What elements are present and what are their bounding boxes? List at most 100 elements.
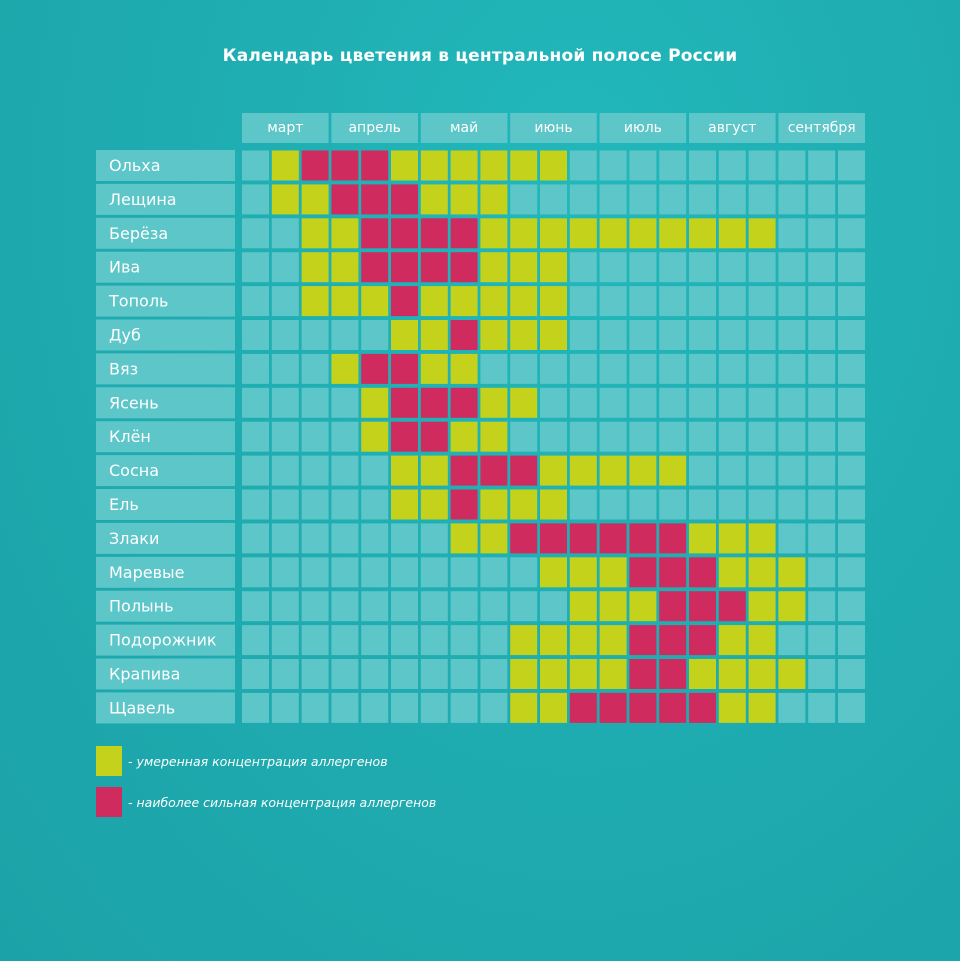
- heatmap-cell: [838, 353, 865, 384]
- row-label: Тополь: [108, 292, 168, 311]
- heatmap-cell: [420, 320, 448, 350]
- heatmap-cell: [331, 455, 359, 486]
- row-label: Вяз: [109, 359, 138, 378]
- heatmap-cell: [569, 591, 597, 622]
- heatmap-cell: [331, 252, 359, 283]
- heatmap-cell: [420, 286, 448, 317]
- heatmap-cell: [659, 184, 687, 215]
- heatmap-cell: [301, 218, 329, 249]
- heatmap-cell: [331, 184, 359, 215]
- heatmap-cell: [391, 625, 418, 656]
- heatmap-cell: [718, 591, 746, 622]
- heatmap-cell: [510, 252, 538, 283]
- heatmap-cell: [271, 523, 299, 554]
- heatmap-cell: [450, 557, 478, 588]
- heatmap-cell: [361, 184, 389, 215]
- row-label: Клён: [109, 427, 151, 446]
- heatmap-cell: [450, 625, 478, 656]
- heatmap-cell: [271, 659, 299, 689]
- heatmap-cell: [659, 286, 687, 317]
- heatmap-cell: [420, 692, 448, 723]
- heatmap-cell: [629, 523, 657, 554]
- heatmap-cell: [331, 150, 359, 181]
- heatmap-cell: [599, 421, 627, 452]
- heatmap-cell: [629, 286, 657, 317]
- heatmap-cell: [391, 184, 418, 215]
- heatmap-cell: [629, 184, 657, 215]
- row-label: Лещина: [109, 190, 177, 209]
- heatmap-cell: [510, 387, 538, 418]
- heatmap-cell: [569, 184, 597, 215]
- heatmap-cell: [689, 523, 716, 554]
- heatmap-cell: [838, 184, 865, 215]
- month-header: [599, 113, 687, 143]
- heatmap-cell: [569, 421, 597, 452]
- heatmap-cell: [778, 625, 806, 656]
- heatmap-cell: [391, 387, 418, 418]
- heatmap-cell: [599, 659, 627, 689]
- heatmap-cell: [629, 659, 657, 689]
- heatmap-cell: [361, 692, 389, 723]
- heatmap-cell: [748, 625, 776, 656]
- heatmap-cell: [778, 150, 806, 181]
- heatmap-cell: [361, 523, 389, 554]
- heatmap-cell: [689, 692, 716, 723]
- heatmap-cell: [301, 353, 329, 384]
- heatmap-cell: [689, 150, 716, 181]
- heatmap-cell: [301, 387, 329, 418]
- legend-label-moderate: - умеренная концентрация аллергенов: [128, 753, 388, 769]
- heatmap-cell: [480, 591, 508, 622]
- month-header-label: июнь: [534, 120, 572, 136]
- heatmap-cell: [540, 184, 567, 215]
- heatmap-cell: [718, 218, 746, 249]
- heatmap-cell: [569, 286, 597, 317]
- heatmap-cell: [748, 184, 776, 215]
- heatmap-cell: [420, 387, 448, 418]
- heatmap-cell: [361, 353, 389, 384]
- heatmap-cell: [689, 421, 716, 452]
- legend-swatch-moderate: [96, 746, 122, 776]
- heatmap-cell: [748, 659, 776, 689]
- heatmap-cell: [808, 557, 836, 588]
- heatmap-cell: [748, 320, 776, 350]
- heatmap-cell: [301, 591, 329, 622]
- heatmap-cell: [838, 557, 865, 588]
- heatmap-cell: [301, 523, 329, 554]
- heatmap-cell: [301, 421, 329, 452]
- heatmap-cell: [808, 184, 836, 215]
- row-label-bg: [96, 522, 235, 554]
- month-header: [242, 113, 329, 143]
- heatmap-cell: [510, 320, 538, 350]
- heatmap-cell: [718, 557, 746, 588]
- heatmap-cell: [540, 557, 567, 588]
- heatmap-cell: [271, 625, 299, 656]
- heatmap-cell: [271, 353, 299, 384]
- heatmap-cell: [748, 252, 776, 283]
- heatmap-cell: [659, 252, 687, 283]
- heatmap-cell: [420, 184, 448, 215]
- heatmap-cell: [331, 387, 359, 418]
- heatmap-cell: [540, 523, 567, 554]
- heatmap-cell: [599, 692, 627, 723]
- heatmap-cell: [838, 387, 865, 418]
- heatmap-cell: [808, 320, 836, 350]
- heatmap-cell: [420, 659, 448, 689]
- heatmap-cell: [361, 659, 389, 689]
- heatmap-cell: [808, 353, 836, 384]
- heatmap-cell: [391, 523, 418, 554]
- heatmap-cell: [689, 625, 716, 656]
- heatmap-cell: [689, 659, 716, 689]
- row-label: Сосна: [109, 461, 159, 480]
- heatmap-cell: [331, 557, 359, 588]
- heatmap-cell: [718, 659, 746, 689]
- heatmap-cell: [271, 557, 299, 588]
- heatmap-cell: [748, 353, 776, 384]
- heatmap-cell: [569, 353, 597, 384]
- heatmap-cell: [718, 692, 746, 723]
- heatmap-cell: [569, 625, 597, 656]
- month-header-label: июль: [624, 120, 662, 136]
- heatmap-cell: [569, 252, 597, 283]
- heatmap-cell: [599, 150, 627, 181]
- heatmap-cell: [629, 218, 657, 249]
- heatmap-cell: [808, 421, 836, 452]
